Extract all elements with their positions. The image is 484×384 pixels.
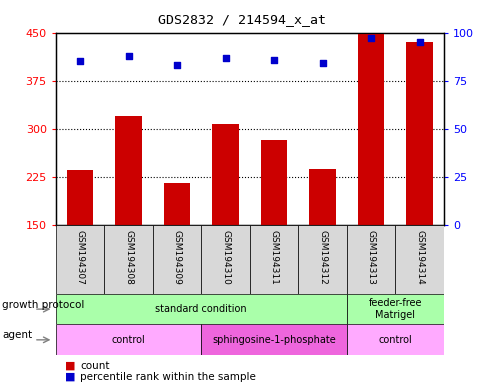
- Bar: [260, 139, 287, 225]
- Bar: [357, 34, 384, 225]
- Text: feeder-free
Matrigel: feeder-free Matrigel: [368, 298, 421, 320]
- Text: percentile rank within the sample: percentile rank within the sample: [80, 372, 256, 382]
- Point: [173, 62, 181, 68]
- Bar: [152, 225, 201, 294]
- Text: control: control: [378, 335, 411, 345]
- Bar: [56, 324, 201, 355]
- Point: [221, 55, 229, 61]
- Text: GSM194313: GSM194313: [366, 230, 375, 285]
- Text: GSM194310: GSM194310: [221, 230, 229, 285]
- Bar: [212, 124, 239, 225]
- Point: [318, 60, 326, 66]
- Text: agent: agent: [2, 330, 32, 340]
- Bar: [346, 225, 394, 294]
- Text: GDS2832 / 214594_x_at: GDS2832 / 214594_x_at: [158, 13, 326, 26]
- Bar: [346, 324, 443, 355]
- Text: standard condition: standard condition: [155, 304, 246, 314]
- Text: sphingosine-1-phosphate: sphingosine-1-phosphate: [212, 335, 335, 345]
- Bar: [346, 294, 443, 324]
- Bar: [309, 169, 335, 225]
- Text: GSM194314: GSM194314: [414, 230, 423, 285]
- Text: count: count: [80, 361, 109, 371]
- Bar: [249, 225, 298, 294]
- Point: [415, 39, 423, 45]
- Text: GSM194311: GSM194311: [269, 230, 278, 285]
- Bar: [56, 225, 104, 294]
- Point: [124, 53, 132, 59]
- Text: ■: ■: [65, 361, 76, 371]
- Bar: [201, 324, 346, 355]
- Point: [76, 58, 84, 65]
- Text: GSM194308: GSM194308: [124, 230, 133, 285]
- Point: [366, 35, 374, 41]
- Text: GSM194312: GSM194312: [318, 230, 326, 285]
- Bar: [394, 225, 443, 294]
- Text: ■: ■: [65, 372, 76, 382]
- Bar: [115, 116, 142, 225]
- Bar: [67, 170, 93, 225]
- Text: growth protocol: growth protocol: [2, 300, 85, 310]
- Text: GSM194309: GSM194309: [172, 230, 181, 285]
- Text: control: control: [111, 335, 145, 345]
- Bar: [406, 42, 432, 225]
- Bar: [104, 225, 152, 294]
- Bar: [164, 183, 190, 225]
- Bar: [298, 225, 346, 294]
- Bar: [201, 225, 249, 294]
- Point: [270, 56, 277, 63]
- Bar: [56, 294, 346, 324]
- Text: GSM194307: GSM194307: [76, 230, 84, 285]
